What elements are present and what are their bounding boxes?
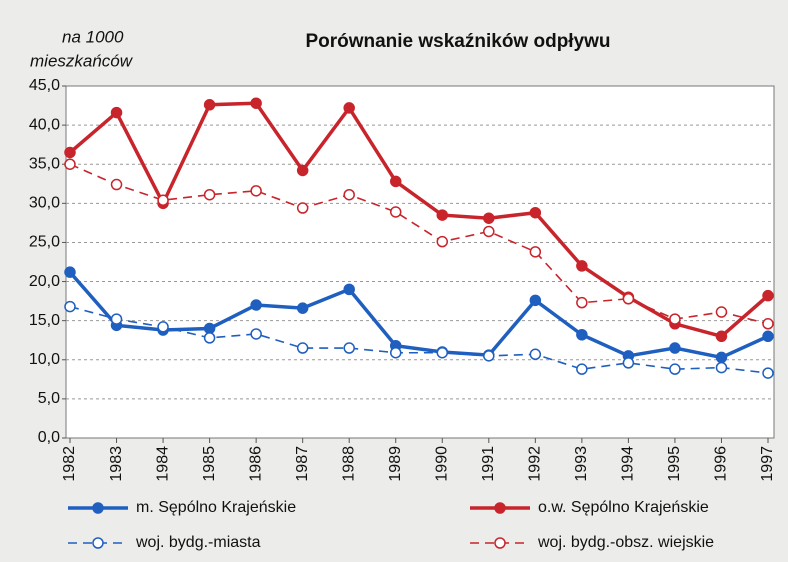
x-tick-label: 1986 — [247, 446, 264, 482]
y-tick-label: 5,0 — [38, 390, 60, 407]
marker — [389, 206, 402, 218]
y-axis-label: na 1000 — [62, 27, 124, 46]
marker — [389, 346, 402, 359]
y-axis-label: mieszkańców — [30, 51, 134, 70]
series-line — [69, 163, 769, 325]
marker — [250, 299, 262, 311]
x-tick-label: 1992 — [527, 446, 544, 482]
x-tick-label: 1987 — [294, 446, 311, 482]
x-tick-label: 1990 — [433, 446, 450, 482]
legend-label: woj. bydg.-obsz. wiejskie — [537, 534, 714, 551]
y-tick-label: 25,0 — [29, 234, 60, 251]
legend-marker — [494, 537, 506, 549]
marker — [576, 328, 588, 341]
y-tick-label: 0,0 — [38, 429, 60, 446]
legend-label: m. Sępólno Krajeńskie — [136, 499, 296, 516]
marker — [715, 361, 728, 374]
series-line — [69, 305, 769, 374]
marker — [110, 313, 123, 325]
marker — [343, 102, 355, 114]
marker — [762, 330, 774, 343]
y-tick-label: 30,0 — [29, 195, 60, 212]
x-tick-label: 1995 — [666, 446, 683, 482]
marker — [529, 348, 542, 361]
marker — [203, 99, 216, 111]
marker — [64, 146, 76, 159]
marker — [622, 357, 635, 369]
x-tick-label: 1991 — [480, 446, 497, 482]
plot-area — [65, 85, 775, 439]
marker — [203, 188, 216, 201]
marker — [343, 342, 355, 354]
marker — [110, 178, 123, 191]
marker — [64, 158, 76, 170]
y-tick-label: 40,0 — [29, 116, 60, 133]
y-tick-label: 15,0 — [29, 312, 60, 329]
legend-label: o.w. Sępólno Krajeńskie — [538, 499, 709, 516]
x-tick-label: 1984 — [154, 446, 171, 482]
marker — [529, 294, 542, 307]
x-tick-label: 1988 — [340, 446, 357, 482]
x-tick-label: 1989 — [387, 446, 404, 482]
marker — [436, 209, 449, 221]
marker — [669, 342, 681, 354]
legend-marker — [92, 537, 104, 549]
marker — [389, 175, 402, 188]
marker — [250, 97, 262, 109]
marker — [250, 185, 262, 197]
marker — [715, 306, 728, 318]
marker — [483, 225, 495, 238]
marker — [343, 188, 355, 201]
marker — [762, 367, 774, 379]
legend-marker — [494, 502, 506, 514]
series-line — [68, 271, 769, 360]
marker — [343, 283, 355, 296]
marker — [157, 194, 169, 206]
marker — [436, 346, 449, 359]
marker — [715, 351, 728, 364]
marker — [436, 235, 449, 248]
marker — [110, 106, 123, 119]
marker — [529, 206, 542, 219]
marker — [296, 164, 309, 177]
marker — [715, 330, 728, 343]
y-tick-label: 35,0 — [29, 155, 60, 172]
marker — [529, 246, 542, 258]
marker — [64, 266, 76, 278]
y-tick-label: 20,0 — [29, 273, 60, 290]
marker — [762, 289, 774, 302]
x-tick-label: 1982 — [61, 446, 78, 482]
marker — [622, 293, 635, 305]
y-tick-label: 45,0 — [29, 77, 60, 94]
marker — [762, 318, 774, 330]
x-tick-label: 1983 — [108, 446, 125, 482]
marker — [296, 202, 309, 214]
marker — [576, 296, 588, 309]
marker — [669, 313, 681, 325]
x-tick-label: 1996 — [713, 446, 730, 482]
marker — [576, 363, 588, 375]
marker — [483, 350, 495, 362]
chart-title: Porównanie wskaźników odpływu — [305, 31, 610, 52]
marker — [203, 322, 216, 335]
marker — [250, 328, 262, 340]
marker — [203, 332, 216, 344]
series-line — [68, 101, 770, 339]
x-tick-label: 1993 — [573, 446, 590, 482]
x-tick-label: 1997 — [759, 446, 776, 482]
legend-label: woj. bydg.-miasta — [135, 534, 261, 551]
x-tick-label: 1994 — [620, 446, 637, 482]
legend-marker — [92, 502, 104, 514]
y-tick-label: 10,0 — [29, 351, 60, 368]
marker — [296, 302, 309, 314]
x-tick-label: 1985 — [201, 446, 218, 482]
marker — [64, 300, 76, 313]
marker — [157, 321, 169, 333]
marker — [576, 260, 588, 272]
marker — [296, 342, 309, 354]
marker — [669, 363, 681, 375]
marker — [483, 212, 495, 224]
